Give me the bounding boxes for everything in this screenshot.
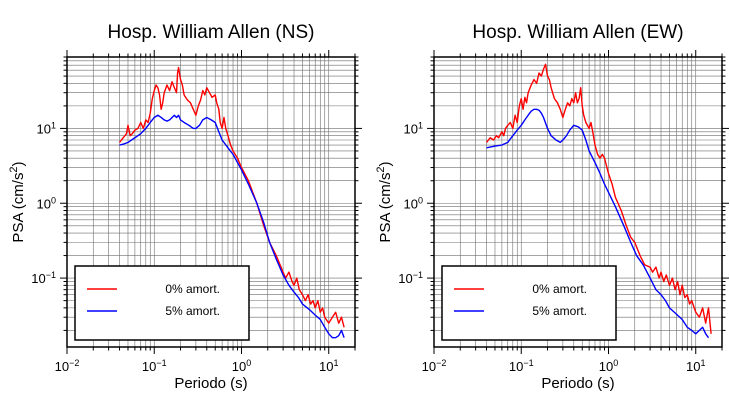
x-tick-label: 101 <box>686 358 705 374</box>
x-tick-label: 101 <box>319 358 338 374</box>
legend-box <box>441 265 617 341</box>
y-tick-label: 100 <box>404 195 423 211</box>
series-line-undamped <box>118 66 345 328</box>
x-tick-label: 10−2 <box>55 358 80 374</box>
x-tick-label: 100 <box>599 358 618 374</box>
chart-title: Hosp. William Allen (NS) <box>108 22 315 43</box>
chart-panel-2: Hosp. William Allen (EW) 10−2 10−1 100 101 10… <box>375 22 729 392</box>
legend-box <box>74 265 250 341</box>
series-line-damped <box>119 114 345 339</box>
y-tick-label: 10−1 <box>398 270 423 286</box>
chart-title: Hosp. William Allen (EW) <box>472 22 683 43</box>
y-axis-label: PSA (cm/s2) <box>8 161 27 242</box>
chart-panel-1: Hosp. William Allen (NS) 10−2 10−1 100 101 10… <box>8 22 362 392</box>
x-axis-label: Periodo (s) <box>541 375 614 392</box>
series-line-damped <box>486 108 710 339</box>
y-tick-label: 101 <box>404 120 423 136</box>
plot-frame <box>66 56 356 348</box>
series-line-undamped <box>485 63 712 334</box>
y-tick-label: 10−1 <box>31 270 56 286</box>
legend-label: 0% amort. <box>532 282 587 296</box>
legend: 0% amort. 5% amort. <box>441 265 617 341</box>
y-tick-label: 100 <box>37 195 56 211</box>
legend: 0% amort. 5% amort. <box>74 265 250 341</box>
legend-label: 5% amort. <box>165 304 220 318</box>
x-tick-label: 10−2 <box>422 358 447 374</box>
x-tick-label: 10−1 <box>509 358 534 374</box>
y-tick-label: 101 <box>37 120 56 136</box>
x-axis-label: Periodo (s) <box>174 375 247 392</box>
plot-frame <box>433 56 723 348</box>
legend-label: 0% amort. <box>165 282 220 296</box>
legend-label: 5% amort. <box>532 304 587 318</box>
y-axis-label: PSA (cm/s2) <box>375 161 394 242</box>
x-tick-label: 100 <box>232 358 251 374</box>
x-tick-label: 10−1 <box>142 358 167 374</box>
